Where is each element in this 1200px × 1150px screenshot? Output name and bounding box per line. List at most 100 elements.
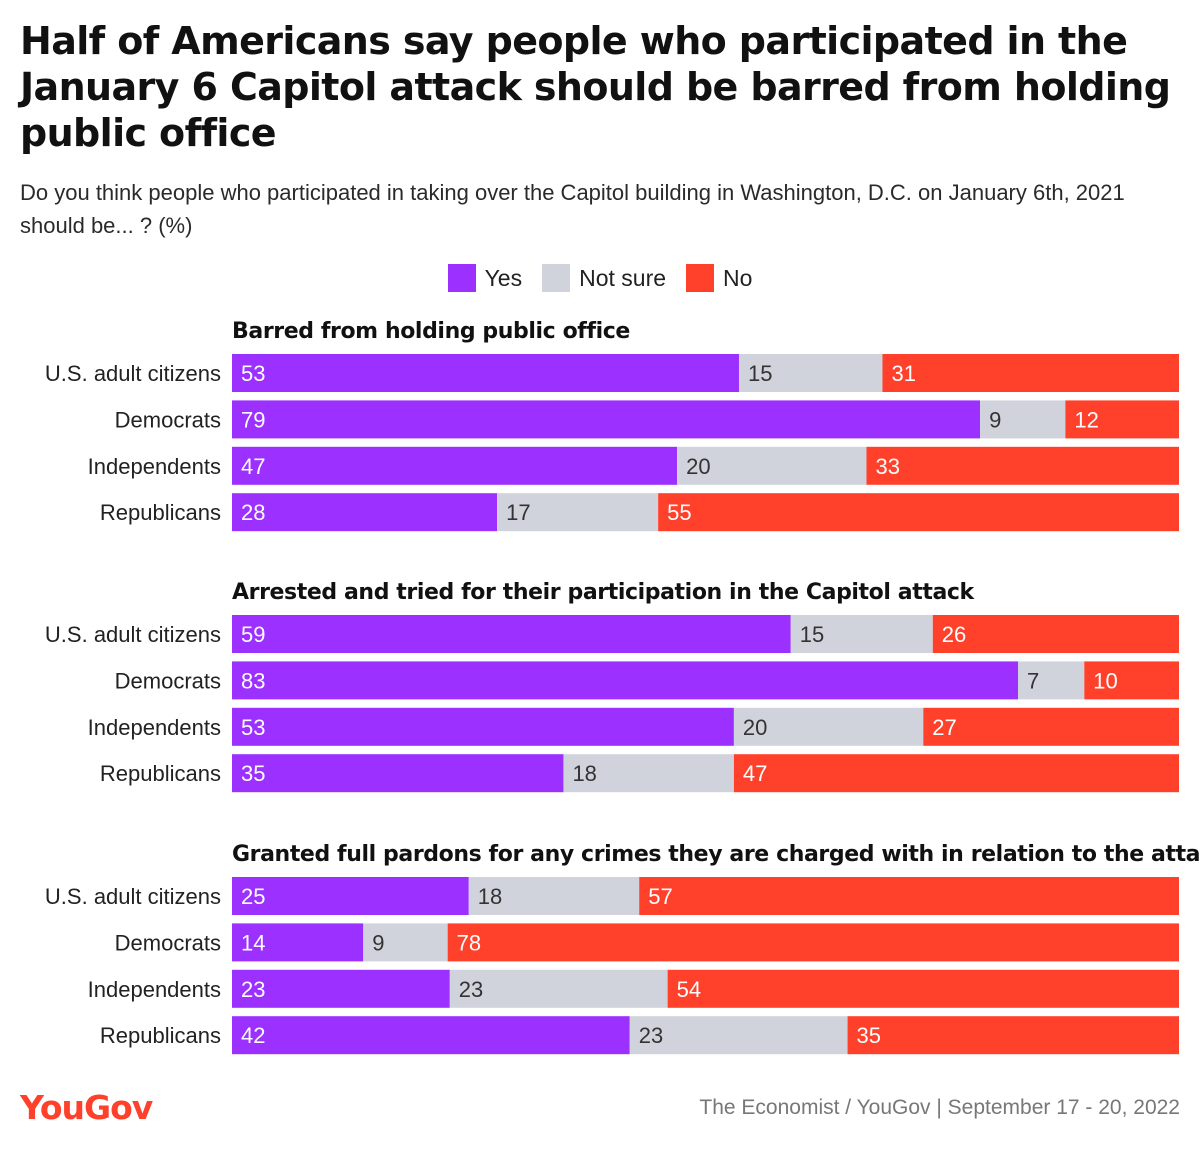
row-label: Independents [88, 977, 221, 1002]
bar-segment-not-sure [733, 707, 924, 746]
bar-segment-yes [232, 661, 1019, 700]
panel-title: Barred from holding public office [232, 319, 630, 344]
bar-segment-not-sure [468, 877, 640, 915]
bar-segment-no [932, 615, 1179, 653]
value-label-no: 27 [932, 715, 956, 740]
bar-segment-yes [232, 493, 498, 532]
bar-segment-yes [232, 969, 450, 1008]
bar-segment-no [658, 493, 1179, 532]
value-label-yes: 42 [241, 1023, 265, 1048]
value-label-no: 10 [1093, 668, 1117, 693]
bar-segment-yes [232, 446, 678, 485]
bar-segment-yes [232, 354, 739, 392]
value-label-not-sure: 17 [506, 500, 530, 525]
row-label: Democrats [115, 930, 221, 955]
legend-swatch-yes [447, 264, 476, 292]
legend-label-no: No [723, 264, 753, 291]
value-label-not-sure: 9 [372, 930, 384, 955]
bar-segment-not-sure [1018, 661, 1085, 700]
value-label-not-sure: 18 [478, 884, 502, 909]
panel-title: Arrested and tried for their participati… [232, 580, 976, 605]
row-label: Republicans [100, 1023, 221, 1048]
row-label: Republicans [100, 761, 221, 786]
row-label: Democrats [115, 407, 221, 432]
value-label-yes: 14 [241, 930, 265, 955]
bar-segment-yes [232, 877, 469, 915]
value-label-not-sure: 18 [572, 761, 596, 786]
value-label-not-sure: 20 [743, 715, 767, 740]
bar-segment-yes [232, 1016, 630, 1055]
yougov-logo: YouGov [20, 1088, 153, 1127]
legend-label-yes: Yes [484, 264, 523, 291]
row-label: Independents [88, 715, 221, 740]
panel-2: Arrested and tried for their participati… [45, 580, 1179, 793]
chart-title: Half of Americans say people who partici… [20, 19, 1171, 155]
value-label-no: 57 [648, 884, 672, 909]
value-label-yes: 53 [241, 715, 265, 740]
legend-swatch-not-sure [542, 264, 571, 292]
value-label-not-sure: 23 [459, 977, 483, 1002]
value-label-no: 35 [857, 1023, 881, 1048]
bar-segment-no [882, 354, 1179, 392]
value-label-no: 78 [457, 930, 481, 955]
row-label: U.S. adult citizens [45, 361, 221, 386]
value-label-yes: 35 [241, 761, 265, 786]
bar-segment-yes [232, 615, 791, 653]
bar-segment-no [733, 754, 1179, 793]
row-label: U.S. adult citizens [45, 622, 221, 647]
value-label-yes: 83 [241, 668, 265, 693]
bar-segment-no [866, 446, 1179, 485]
bar-segment-no [1065, 400, 1179, 439]
value-label-yes: 59 [241, 622, 265, 647]
value-label-no: 12 [1074, 407, 1098, 432]
bar-segment-no [447, 923, 1179, 962]
legend-item-no: No [686, 264, 752, 292]
value-label-no: 33 [875, 454, 899, 479]
panel-title: Granted full pardons for any crimes they… [232, 842, 1200, 867]
row-label: U.S. adult citizens [45, 884, 221, 909]
bar-segment-yes [232, 707, 734, 746]
bar-segment-not-sure [677, 446, 867, 485]
legend-label-not-sure: Not sure [579, 264, 667, 291]
row-label: Republicans [100, 500, 221, 525]
bar-segment-yes [232, 400, 981, 439]
bar-segment-not-sure [738, 354, 883, 392]
value-label-not-sure: 20 [686, 454, 710, 479]
source-note: The Economist / YouGov | September 17 - … [699, 1096, 1180, 1119]
legend-item-not-sure: Not sure [542, 264, 666, 292]
row-label: Democrats [115, 668, 221, 693]
value-label-yes: 25 [241, 884, 265, 909]
bar-segment-yes [232, 754, 564, 793]
value-label-no: 31 [891, 361, 915, 386]
value-label-not-sure: 7 [1027, 668, 1039, 693]
bar-segment-no [923, 707, 1179, 746]
bar-segment-no [1084, 661, 1179, 700]
value-label-no: 26 [942, 622, 966, 647]
value-label-not-sure: 15 [800, 622, 824, 647]
value-label-yes: 53 [241, 361, 265, 386]
bar-segment-not-sure [790, 615, 933, 653]
value-label-no: 55 [667, 500, 691, 525]
value-label-not-sure: 23 [639, 1023, 663, 1048]
bar-segment-not-sure [629, 1016, 848, 1055]
value-label-not-sure: 15 [748, 361, 772, 386]
value-label-yes: 79 [241, 407, 265, 432]
bar-segment-not-sure [563, 754, 734, 793]
bar-segment-no [847, 1016, 1179, 1055]
value-label-not-sure: 9 [989, 407, 1001, 432]
panel-1: Barred from holding public office U.S. ad… [45, 319, 1179, 532]
bar-segment-not-sure [363, 923, 448, 962]
value-label-yes: 47 [241, 454, 265, 479]
legend-item-yes: Yes [447, 264, 523, 292]
bar-segment-no [639, 877, 1179, 915]
bar-segment-not-sure [497, 493, 659, 532]
legend: Yes Not sure No [0, 264, 1200, 292]
legend-swatch-no [686, 264, 715, 292]
chart-subtitle: Do you think people who participated in … [20, 180, 1125, 238]
value-label-yes: 23 [241, 977, 265, 1002]
bar-segment-not-sure [449, 969, 668, 1008]
value-label-no: 54 [677, 977, 701, 1002]
bar-segment-not-sure [980, 400, 1066, 439]
row-label: Independents [88, 454, 221, 479]
